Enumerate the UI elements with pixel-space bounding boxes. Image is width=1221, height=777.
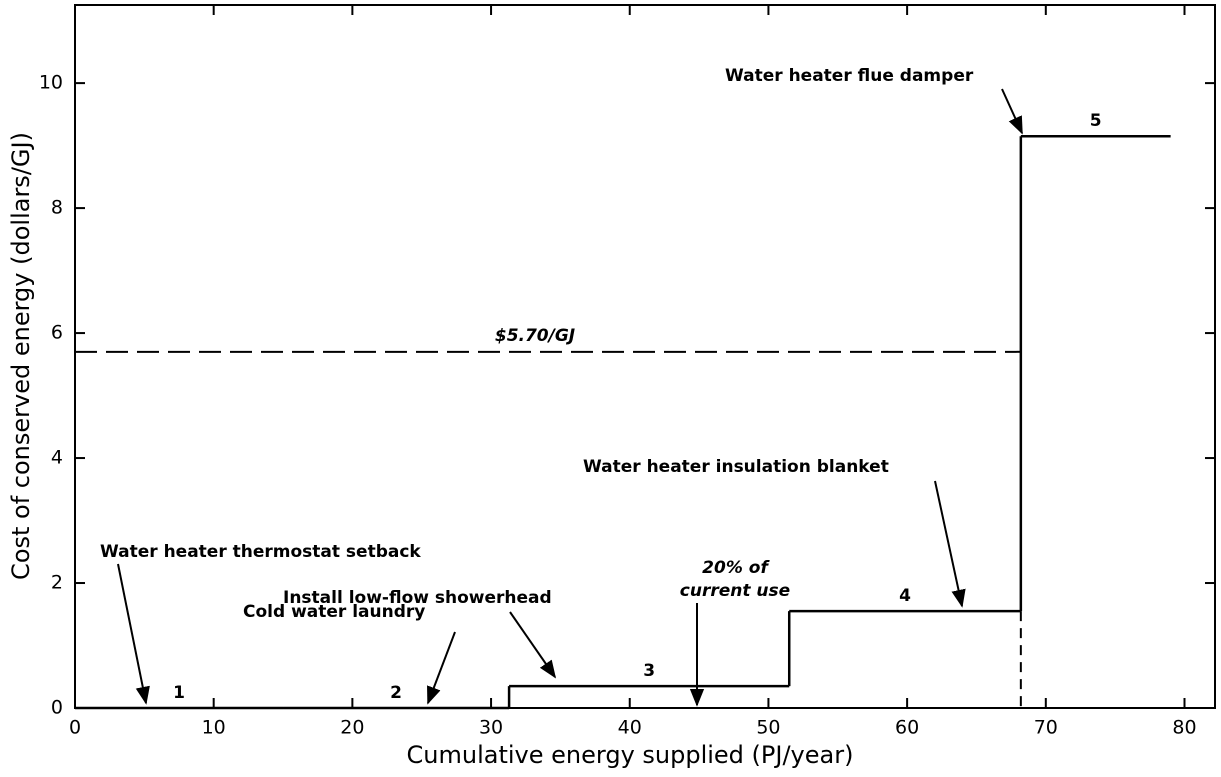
annotation-arrow: [427, 631, 456, 705]
y-tick-label: 10: [39, 72, 63, 94]
y-tick-label: 0: [51, 697, 63, 719]
y-tick-label: 4: [51, 447, 63, 469]
x-tick-label: 30: [479, 717, 503, 739]
annotation: Water heater flue damper: [725, 66, 974, 86]
annotation-arrow: [117, 563, 150, 705]
x-tick-label: 0: [69, 717, 81, 739]
y-axis-label: Cost of conserved energy (dollars/GJ): [7, 132, 35, 580]
step-label: 1: [173, 683, 185, 703]
reference-label: $5.70/GJ: [495, 326, 575, 346]
annotation: Water heater insulation blanket: [583, 457, 889, 477]
x-tick-label: 10: [202, 717, 226, 739]
step-label: 3: [643, 661, 655, 681]
step-label: 5: [1090, 111, 1102, 131]
x-axis-label: Cumulative energy supplied (PJ/year): [407, 741, 854, 769]
x-tick-label: 60: [895, 717, 919, 739]
x-tick-label: 70: [1034, 717, 1058, 739]
annotation: Cold water laundry: [243, 602, 425, 622]
y-tick-label: 6: [51, 322, 63, 344]
annotation: current use: [680, 581, 790, 601]
annotation: 20% of: [702, 558, 770, 578]
plot-frame: [74, 4, 1216, 709]
x-tick-label: 50: [756, 717, 780, 739]
x-tick-label: 80: [1172, 717, 1196, 739]
x-tick-label: 20: [340, 717, 364, 739]
annotation-arrow: [509, 611, 557, 679]
x-tick-label: 40: [618, 717, 642, 739]
annotation: Install low-flow showerhead: [283, 588, 552, 608]
step-label: 2: [390, 683, 402, 703]
annotation: Water heater thermostat setback: [100, 542, 421, 562]
annotation-arrow: [1001, 88, 1023, 135]
step-label: 4: [899, 586, 911, 606]
y-tick-label: 8: [51, 197, 63, 219]
y-tick-label: 2: [51, 572, 63, 594]
annotation-arrow: [934, 480, 966, 608]
